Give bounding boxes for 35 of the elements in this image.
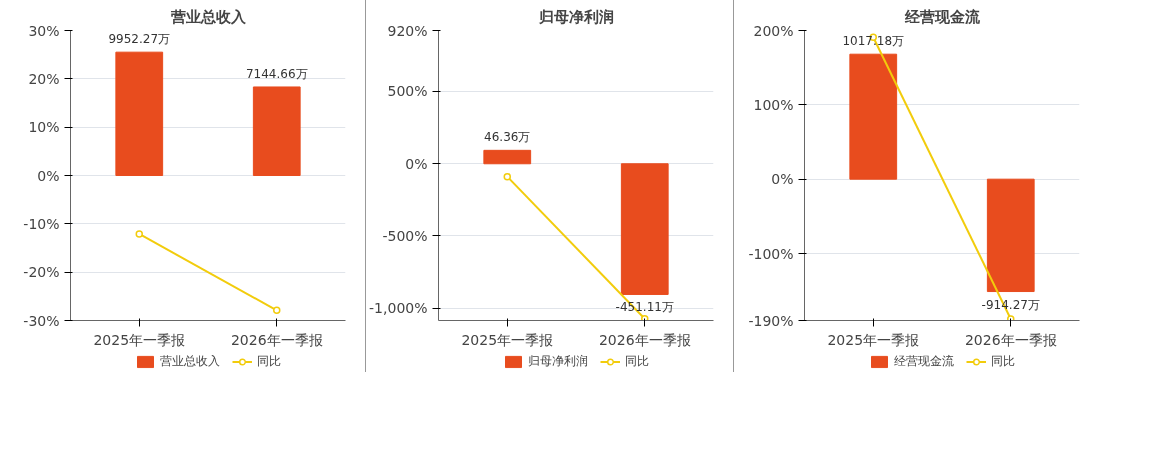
data-label: 46.36万 (484, 130, 531, 145)
legend-label: 同比 (256, 352, 281, 370)
chart-title: 营业总收入 (169, 7, 247, 26)
y-tick-label: 10% (28, 119, 60, 136)
x-tick-label: 2025年一季报 (461, 331, 554, 348)
y-tick-label: -190% (748, 312, 794, 329)
y-tick-label: 200% (753, 22, 794, 39)
y-tick-label: -30% (23, 312, 60, 329)
y-tick-label: 920% (387, 22, 428, 39)
y-tick-label: 20% (28, 70, 60, 87)
y-tick-label: 0% (405, 155, 428, 172)
y-tick-label: -20% (23, 264, 60, 281)
y-tick-label: -500% (382, 227, 428, 244)
y-tick-label: 500% (387, 83, 428, 100)
x-tick-label: 2026年一季报 (230, 331, 323, 348)
legend-label: 营业总收入 (159, 352, 220, 370)
legend-label: 经营现金流 (893, 352, 954, 370)
y-tick-label: 30% (28, 22, 60, 39)
y-tick-label: -100% (748, 245, 794, 262)
data-label: 9952.27万 (108, 32, 171, 47)
legend-label: 同比 (624, 352, 649, 370)
data-label: 7144.66万 (245, 66, 308, 81)
chart-title: 归母净利润 (537, 7, 614, 26)
x-tick-label: 2025年一季报 (827, 331, 920, 348)
legend-label: 同比 (990, 352, 1015, 370)
legend-label: 归母净利润 (527, 352, 588, 370)
y-tick-label: -10% (23, 215, 60, 232)
y-tick-label: 100% (753, 96, 794, 113)
y-tick-label: 0% (771, 171, 794, 188)
x-tick-label: 2025年一季报 (93, 331, 186, 348)
y-tick-label: -1,000% (369, 300, 428, 317)
x-tick-label: 2026年一季报 (964, 331, 1057, 348)
y-tick-label: 0% (37, 167, 60, 184)
x-tick-label: 2026年一季报 (598, 331, 691, 348)
chart-title: 经营现金流 (903, 7, 981, 26)
